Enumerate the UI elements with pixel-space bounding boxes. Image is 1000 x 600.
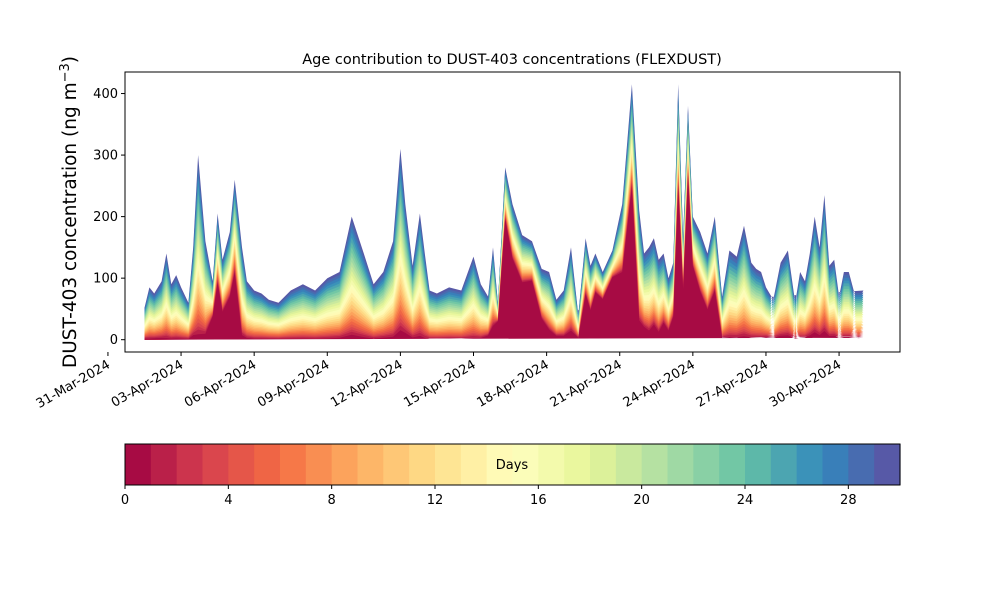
y-axis-label-main: DUST-403 concentration (ng m — [60, 82, 81, 368]
colorbar-tick-label: 4 — [224, 493, 232, 508]
colorbar-bin — [512, 444, 539, 485]
colorbar-bin — [745, 444, 772, 485]
y-axis: 0 100 200 300 400 — [93, 87, 125, 348]
colorbar-tick-label: 20 — [633, 493, 650, 508]
colorbar-frame — [124, 443, 901, 486]
y-axis-label: DUST-403 concentration (ng m−3) — [58, 56, 81, 368]
colorbar-label: Days — [496, 458, 529, 473]
colorbar-bin — [383, 444, 410, 485]
colorbar-bin — [331, 444, 359, 485]
y-tick-label: 400 — [93, 87, 118, 102]
x-tick-label: 18-Apr-2024 — [474, 357, 551, 410]
colorbar-bin — [435, 444, 462, 485]
x-tick-label: 09-Apr-2024 — [255, 357, 332, 410]
x-tick-label: 15-Apr-2024 — [401, 357, 478, 410]
y-tick-label: 0 — [110, 333, 118, 348]
colorbar-bin — [822, 444, 849, 485]
colorbar-bin — [254, 444, 281, 485]
colorbar-bin — [615, 444, 643, 485]
colorbar-bin — [150, 444, 178, 485]
colorbar-tick-label: 24 — [737, 493, 754, 508]
x-tick-label: 27-Apr-2024 — [694, 357, 771, 410]
colorbar-bin — [280, 444, 307, 485]
colorbar-bin — [538, 444, 565, 485]
colorbar-bin — [125, 444, 152, 485]
chart-title: Age contribution to DUST-403 concentrati… — [302, 52, 722, 68]
x-axis: 31-Mar-202403-Apr-202406-Apr-202409-Apr-… — [34, 352, 844, 412]
age-layer-0 — [144, 176, 864, 340]
x-tick-label: 24-Apr-2024 — [621, 357, 698, 410]
colorbar-tick-label: 16 — [530, 493, 547, 508]
x-tick-label: 12-Apr-2024 — [328, 357, 405, 410]
colorbar-tick-label: 28 — [840, 493, 857, 508]
y-axis-label-close: ) — [60, 56, 81, 63]
colorbar-bin — [848, 444, 875, 485]
x-tick-label: 30-Apr-2024 — [767, 357, 844, 410]
colorbar — [125, 444, 901, 485]
colorbar-bin — [305, 444, 333, 485]
colorbar-bin — [409, 444, 436, 485]
y-axis-label-sup: −3 — [58, 63, 73, 82]
x-tick-label: 06-Apr-2024 — [182, 357, 259, 410]
colorbar-bin — [486, 444, 514, 485]
colorbar-bin — [202, 444, 229, 485]
colorbar-bin — [719, 444, 746, 485]
colorbar-bin — [796, 444, 824, 485]
colorbar-bin — [460, 444, 488, 485]
axes-frame — [124, 71, 901, 353]
colorbar-tick-label: 8 — [328, 493, 336, 508]
colorbar-bin — [228, 444, 255, 485]
colorbar-bin — [874, 444, 901, 485]
colorbar-bin — [667, 444, 694, 485]
colorbar-bin — [564, 444, 591, 485]
colorbar-bin — [590, 444, 617, 485]
colorbar-tick-label: 12 — [427, 493, 444, 508]
plot-area — [144, 84, 864, 340]
colorbar-tick-label: 0 — [121, 493, 129, 508]
colorbar-bin — [176, 444, 204, 485]
x-tick-label: 03-Apr-2024 — [109, 357, 186, 410]
y-tick-label: 100 — [93, 272, 118, 287]
colorbar-ticks: 0 4 8 12 16 20 24 28 — [121, 485, 857, 508]
colorbar-bin — [693, 444, 720, 485]
y-tick-label: 300 — [93, 149, 118, 164]
y-tick-label: 200 — [93, 210, 118, 225]
x-tick-label: 21-Apr-2024 — [548, 357, 625, 410]
colorbar-bin — [357, 444, 384, 485]
colorbar-bin — [641, 444, 669, 485]
colorbar-bin — [770, 444, 798, 485]
